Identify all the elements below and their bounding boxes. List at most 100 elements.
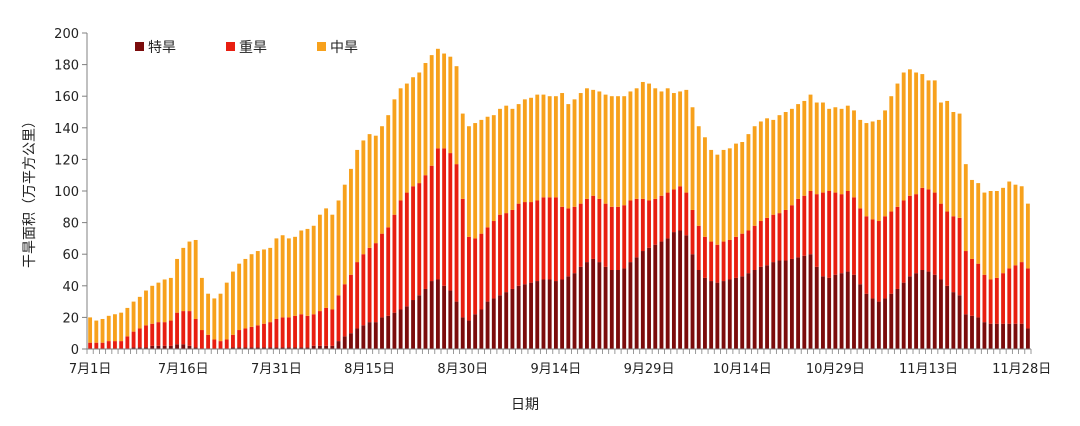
bar-segment-extreme-119 [827, 277, 832, 349]
bar-segment-severe-42 [349, 274, 353, 334]
bar-segment-severe-40 [336, 295, 341, 342]
bar-segment-severe-0 [88, 342, 93, 349]
bar-segment-moderate-40 [336, 200, 341, 296]
bar-segment-moderate-142 [970, 179, 974, 259]
bar-segment-moderate-114 [796, 104, 801, 199]
bar-segment-severe-111 [777, 213, 782, 261]
bar-segment-severe-72 [535, 200, 540, 282]
bar-segment-moderate-36 [311, 225, 316, 315]
bar-segment-moderate-82 [597, 91, 602, 199]
bar-segment-moderate-25 [243, 258, 248, 329]
bar-segment-extreme-49 [392, 312, 397, 349]
bar-segment-severe-147 [1001, 273, 1005, 324]
bar-segment-severe-134 [920, 187, 925, 270]
bar-segment-severe-16 [187, 311, 192, 346]
bar-segment-moderate-31 [280, 235, 285, 318]
bar-segment-extreme-131 [901, 282, 906, 349]
bar-segment-severe-30 [274, 318, 279, 348]
bar-segment-extreme-8 [137, 347, 142, 349]
bar-segment-severe-88 [634, 198, 639, 258]
bar-segment-extreme-11 [156, 345, 161, 349]
bar-segment-extreme-148 [1007, 323, 1012, 349]
bar-segment-extreme-72 [535, 281, 540, 349]
bar-segment-extreme-75 [553, 281, 558, 349]
bar-segment-extreme-130 [895, 288, 900, 349]
bar-segment-extreme-9 [144, 347, 148, 349]
bar-segment-severe-96 [684, 192, 689, 236]
bar-segment-extreme-105 [740, 276, 745, 349]
bar-segment-severe-39 [330, 309, 335, 346]
bar-segment-moderate-6 [125, 307, 130, 337]
bar-segment-moderate-54 [423, 63, 428, 176]
bar-segment-extreme-93 [665, 238, 670, 349]
legend-swatch-moderate [317, 42, 326, 51]
bar-segment-severe-38 [324, 307, 329, 346]
bar-segment-extreme-42 [349, 333, 353, 349]
bar-segment-severe-150 [1019, 262, 1024, 324]
bar-segment-severe-146 [994, 277, 999, 324]
bar-segment-severe-116 [808, 191, 813, 255]
bar-segment-severe-118 [821, 192, 825, 277]
bar-segment-moderate-58 [448, 56, 453, 154]
bar-segment-severe-48 [386, 227, 391, 316]
bar-segment-extreme-139 [951, 292, 956, 349]
x-tick-label: 7月16日 [158, 362, 209, 377]
bar-segment-extreme-83 [603, 266, 608, 349]
bar-segment-moderate-59 [454, 66, 459, 165]
bar-segment-moderate-64 [485, 116, 490, 228]
bar-segment-extreme-23 [231, 347, 235, 349]
bar-segment-severe-34 [299, 314, 304, 348]
bar-segment-extreme-102 [721, 281, 726, 349]
bar-segment-moderate-140 [957, 113, 962, 218]
bar-segment-extreme-142 [970, 315, 974, 349]
bar-segment-severe-31 [280, 317, 285, 348]
bar-segment-severe-129 [889, 211, 894, 294]
bar-segment-extreme-51 [404, 306, 409, 349]
bar-segment-moderate-90 [647, 83, 651, 201]
bar-segment-moderate-42 [349, 168, 353, 275]
bar-segment-moderate-18 [199, 277, 204, 331]
bar-segment-severe-117 [814, 194, 819, 267]
bar-segment-extreme-15 [181, 344, 186, 349]
bar-segment-severe-132 [907, 195, 912, 277]
bar-segment-severe-101 [715, 244, 720, 283]
bar-segment-extreme-74 [547, 279, 552, 349]
bar-segment-extreme-101 [715, 282, 720, 349]
bar-segment-moderate-0 [88, 317, 93, 343]
bar-segment-severe-77 [566, 208, 571, 277]
bar-segment-severe-47 [380, 233, 384, 318]
bar-segment-extreme-79 [578, 266, 583, 349]
bar-segment-extreme-134 [920, 270, 925, 349]
bar-segment-extreme-110 [771, 262, 776, 349]
bar-segment-extreme-136 [932, 274, 937, 349]
bar-segment-severe-76 [560, 206, 565, 280]
bar-segment-severe-126 [870, 219, 875, 299]
bar-segment-moderate-99 [703, 137, 707, 237]
bar-area [88, 48, 1030, 349]
bar-segment-severe-24 [237, 330, 242, 348]
bar-segment-severe-138 [945, 211, 950, 286]
bar-segment-severe-94 [671, 189, 676, 233]
bar-segment-moderate-21 [218, 293, 223, 342]
bar-segment-moderate-145 [988, 191, 993, 280]
bar-segment-extreme-91 [653, 244, 658, 349]
bar-segment-extreme-132 [907, 276, 912, 349]
bar-segment-extreme-44 [361, 325, 366, 349]
bar-segment-severe-41 [342, 284, 347, 337]
bar-segment-severe-33 [293, 315, 297, 348]
bar-segment-moderate-104 [734, 143, 738, 237]
bar-segment-severe-95 [678, 186, 683, 231]
bar-segment-severe-21 [218, 341, 223, 349]
bar-segment-moderate-134 [920, 74, 925, 188]
bar-segment-extreme-34 [299, 347, 304, 349]
bar-segment-moderate-70 [522, 99, 527, 203]
bar-segment-severe-115 [802, 195, 807, 256]
bar-segment-severe-143 [976, 263, 981, 318]
bar-segment-severe-78 [572, 206, 577, 274]
bar-segment-extreme-27 [255, 347, 260, 349]
bar-segment-extreme-99 [703, 277, 707, 349]
bar-segment-severe-44 [361, 254, 366, 326]
bar-segment-moderate-83 [603, 94, 608, 204]
bar-segment-severe-140 [957, 217, 962, 296]
bar-segment-extreme-33 [293, 347, 297, 349]
